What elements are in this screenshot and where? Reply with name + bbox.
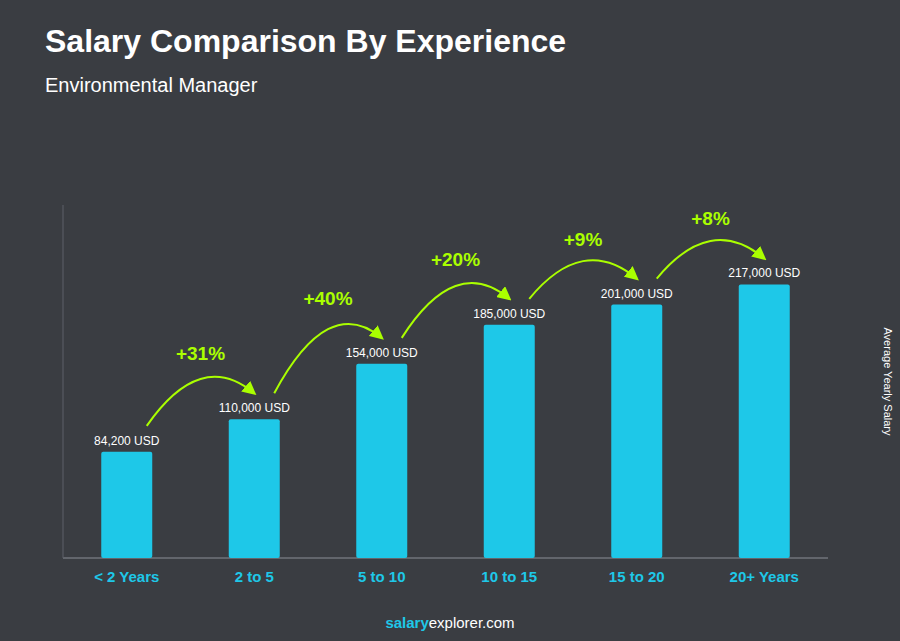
bar [739, 284, 790, 558]
growth-arrow [147, 377, 255, 426]
growth-label: +9% [564, 229, 603, 250]
data-label: 154,000 USD [346, 346, 418, 360]
bar [611, 305, 662, 558]
category-label: 2 to 5 [235, 568, 274, 585]
y-axis-line [63, 205, 64, 558]
bar [484, 325, 535, 558]
growth-label: +40% [303, 288, 352, 309]
bar [101, 452, 152, 558]
watermark-part: explorer.com [429, 614, 515, 631]
category-label: 5 to 10 [358, 568, 406, 585]
growth-label: +31% [176, 343, 225, 364]
bar [356, 364, 407, 558]
subtitle: Environmental Manager [45, 74, 258, 96]
watermark: salaryexplorer.com [385, 614, 514, 631]
data-label: 185,000 USD [473, 307, 545, 321]
growth-annotations: +31% +40% +20% +9% +8% [147, 208, 765, 425]
y-axis-label: Average Yearly Salary [882, 327, 894, 436]
category-labels: < 2 Years 2 to 5 5 to 10 10 to 15 15 to 20 20… [94, 568, 799, 585]
data-label: 84,200 USD [94, 434, 160, 448]
category-label: 20+ Years [730, 568, 799, 585]
growth-arrow [402, 283, 510, 338]
x-axis-line [63, 558, 828, 559]
bar [229, 419, 280, 558]
growth-label: +20% [431, 249, 480, 270]
category-label: < 2 Years [94, 568, 159, 585]
category-label: 15 to 20 [609, 568, 665, 585]
growth-arrow [274, 324, 382, 393]
data-labels: 84,200 USD 110,000 USD 154,000 USD 185,000 … [94, 266, 801, 447]
data-label: 217,000 USD [728, 266, 800, 280]
data-label: 201,000 USD [601, 287, 673, 301]
growth-arrow [657, 240, 765, 279]
growth-arrow [529, 260, 637, 299]
growth-label: +8% [691, 208, 730, 229]
watermark-part: salary [385, 614, 429, 631]
background [0, 0, 900, 641]
title: Salary Comparison By Experience [45, 23, 566, 59]
category-label: 10 to 15 [481, 568, 537, 585]
chart: Salary Comparison By Experience Environme… [0, 0, 900, 641]
bars [101, 284, 790, 558]
data-label: 110,000 USD [219, 401, 290, 415]
